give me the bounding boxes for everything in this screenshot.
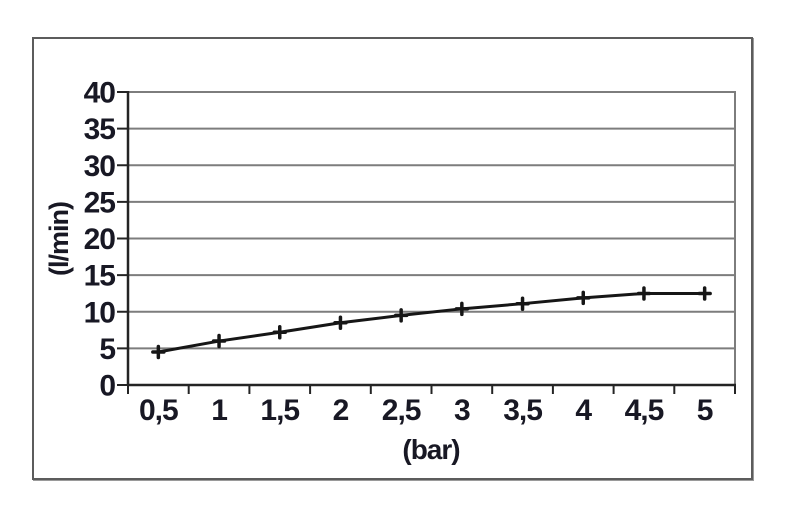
y-tick-label: 15 [84,260,116,293]
data-point-marker [697,286,712,301]
x-tick-label: 3,5 [503,394,542,427]
x-tick-label: 4 [575,394,592,427]
y-axis-title: (l/min) [44,202,74,276]
data-point-marker [272,325,287,340]
chart-frame [32,37,753,480]
x-tick-label: 2,5 [382,394,421,427]
x-tick-label: 2 [333,394,349,427]
x-axis-title: (bar) [402,434,459,465]
x-tick-label: 4,5 [625,394,664,427]
x-tick-label: 1,5 [260,394,299,427]
data-point-marker [211,333,227,349]
series-line [156,291,707,354]
y-tick-label: 40 [84,77,116,110]
data-point-marker [333,315,348,330]
y-tick-label: 25 [84,186,116,219]
y-tick-label: 0 [99,370,115,403]
data-point-marker [151,344,166,360]
x-tick-label: 3 [454,394,470,427]
y-tick-label: 5 [99,333,115,366]
data-point-marker [636,286,652,301]
data-point-marker [515,296,530,311]
data-point-marker [576,290,591,306]
x-tick-label: 0,5 [139,394,178,427]
y-tick-label: 10 [84,296,116,329]
data-point-marker [454,301,470,317]
y-tick-label: 35 [84,113,116,146]
y-tick-label: 30 [84,150,116,183]
x-tick-label: 5 [697,394,713,427]
x-tick-label: 1 [211,394,227,427]
data-point-marker [393,308,409,323]
y-tick-label: 20 [84,223,116,256]
